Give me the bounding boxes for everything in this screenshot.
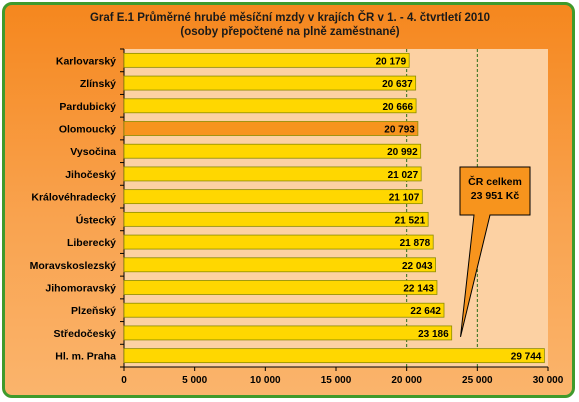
data-label: 22 043 <box>402 261 433 272</box>
bar <box>123 143 422 159</box>
x-tick-label: 0 <box>121 375 127 386</box>
category-label: Olomoucký <box>59 124 116 136</box>
x-tick-label: 25 000 <box>462 375 493 386</box>
data-label: 20 666 <box>382 102 413 113</box>
x-tick-label: 5 000 <box>182 375 207 386</box>
category-label: Pardubický <box>59 101 116 113</box>
data-label: 20 637 <box>382 79 413 90</box>
bar <box>123 166 422 182</box>
category-label: Zlínský <box>80 78 116 90</box>
data-label: 21 521 <box>395 215 426 226</box>
data-label: 20 992 <box>387 147 418 158</box>
category-label: Královéhradecký <box>31 192 116 204</box>
bar <box>123 325 453 341</box>
x-tick-label: 10 000 <box>250 375 281 386</box>
data-label: 23 186 <box>418 329 449 340</box>
x-tick-label: 20 000 <box>391 375 422 386</box>
category-label: Středočeský <box>54 328 117 340</box>
category-label: Karlovarský <box>56 55 116 67</box>
category-label: Jihomoravský <box>45 283 116 295</box>
bar <box>123 348 545 364</box>
bar <box>123 234 434 250</box>
data-label: 20 793 <box>384 125 415 136</box>
plot-area: 0 5 000 10 000 15 000 20 000 25 000 30 000 Karl… <box>30 48 564 386</box>
x-tick-label: 15 000 <box>321 375 352 386</box>
data-label: 21 878 <box>400 238 431 249</box>
x-tick-label: 30 000 <box>533 375 564 386</box>
bar <box>123 280 438 295</box>
chart-title: Graf E.1 Průměrné hrubé měsíční mzdy v k… <box>90 11 490 24</box>
callout-value: 23 951 Kč <box>471 190 520 202</box>
category-label: Moravskoslezský <box>30 260 117 272</box>
data-label: 20 179 <box>376 56 407 67</box>
data-label: 21 027 <box>388 170 419 181</box>
bar <box>123 257 436 273</box>
bar <box>123 98 417 114</box>
data-label: 21 107 <box>389 193 420 204</box>
callout-label: ČR celkem <box>468 175 522 188</box>
average-callout <box>459 166 531 338</box>
bar <box>123 52 410 68</box>
category-label: Jihočeský <box>65 169 116 181</box>
bar <box>123 302 445 318</box>
bar <box>123 211 429 227</box>
category-label: Liberecký <box>67 237 116 249</box>
data-label: 29 744 <box>511 352 542 363</box>
category-label: Vysočina <box>70 146 116 158</box>
data-label: 22 642 <box>410 306 441 317</box>
category-label: Hl. m. Praha <box>55 351 116 363</box>
chart-subtitle: (osoby přepočtené na plně zaměstnané) <box>180 26 399 38</box>
data-label: 22 143 <box>403 284 434 295</box>
category-label: Ústecký <box>76 213 116 226</box>
category-label: Plzeňský <box>71 305 116 317</box>
bar <box>123 189 423 205</box>
bar <box>123 75 417 91</box>
bar <box>123 121 419 136</box>
